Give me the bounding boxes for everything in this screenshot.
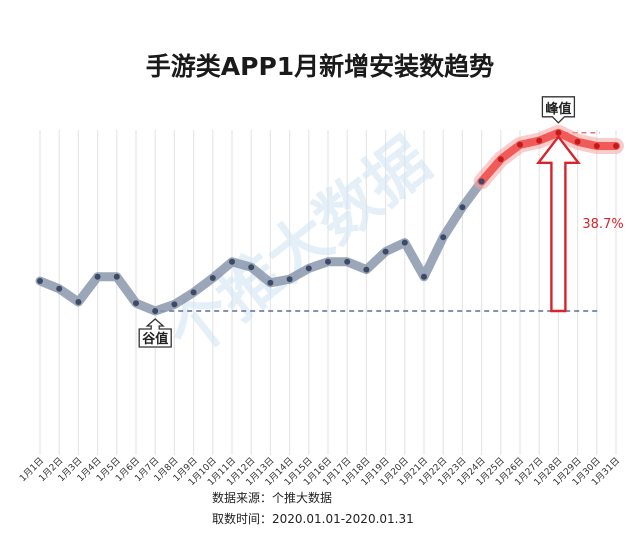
data-point (517, 141, 523, 148)
data-point (421, 273, 427, 280)
data-point (171, 301, 178, 308)
series-line-normal (35, 176, 487, 316)
series-line-highlight (477, 128, 620, 186)
peak-label: 峰值 (545, 101, 571, 117)
data-points (37, 129, 619, 314)
valley-label: 谷值 (142, 331, 168, 347)
increase-arrow (535, 134, 581, 313)
data-point (75, 299, 82, 305)
data-point (152, 308, 159, 314)
data-point (593, 143, 600, 149)
annotations: 谷值 峰值 38.7% (138, 96, 624, 348)
data-point (229, 258, 235, 265)
data-point (344, 258, 351, 265)
data-point (536, 137, 543, 144)
chart-title: 手游类APP1月新增安装数趋势 (146, 52, 494, 81)
data-point (286, 276, 293, 283)
data-point (574, 138, 581, 145)
data-point (459, 204, 466, 211)
valley-callout-box (138, 318, 172, 348)
data-point (94, 273, 101, 280)
data-point (267, 279, 274, 286)
data-point (248, 264, 255, 271)
data-point (613, 143, 619, 149)
period-note: 取数时间：2020.01.01-2020.01.31 (212, 511, 414, 526)
data-point (190, 289, 197, 296)
grid-lines (39, 130, 617, 455)
data-point (325, 258, 331, 265)
peak-callout-box (541, 96, 576, 124)
data-point (133, 300, 139, 307)
data-point (478, 178, 485, 185)
data-point (440, 234, 447, 241)
data-point (56, 285, 63, 292)
source-note: 数据来源：个推大数据 (212, 490, 332, 505)
data-point (363, 266, 370, 273)
increase-label: 38.7% (582, 217, 623, 232)
series-line (35, 124, 624, 316)
data-point (305, 265, 312, 272)
x-axis-ticks: 1月1日1月2日1月3日1月4日1月5日1月6日1月7日1月8日1月9日1月10… (18, 455, 623, 488)
data-point (555, 129, 562, 136)
data-point (401, 239, 408, 246)
data-point (497, 156, 504, 163)
data-point (37, 278, 43, 284)
data-point (209, 275, 216, 281)
data-point (113, 273, 120, 280)
data-point (382, 248, 389, 255)
